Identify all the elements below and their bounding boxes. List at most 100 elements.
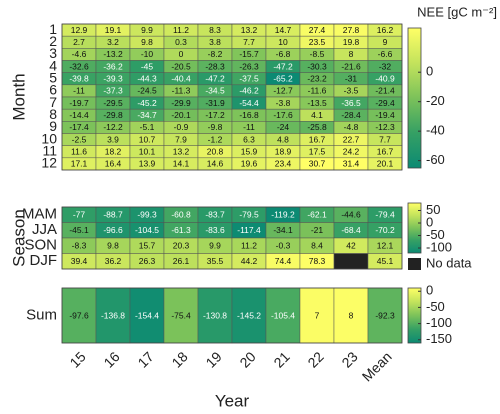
cell-label: -23.2 [307, 74, 327, 84]
cell-label: -96.6 [103, 225, 123, 235]
cell-label: 45.1 [377, 256, 394, 266]
cell-label: 3.8 [209, 37, 221, 47]
cell-label: -77 [73, 210, 86, 220]
row-label: JJA [32, 221, 57, 238]
cell-label: 42 [346, 241, 356, 251]
cell-label: 9.8 [107, 241, 119, 251]
colorbar-tick-label: -60 [426, 152, 445, 167]
cell-label: -13.5 [307, 98, 327, 108]
cell-label: -2.5 [72, 134, 87, 144]
no-data-swatch [408, 258, 421, 270]
cell-label: -24.5 [137, 86, 157, 96]
cell-label: 7 [315, 310, 320, 320]
x-tick-label: 23 [338, 348, 360, 370]
cell-label: -130.8 [203, 310, 227, 320]
cell-label: -3.8 [276, 98, 291, 108]
cell-label: -36.2 [103, 61, 123, 71]
colorbar-tick-label: -40 [426, 123, 445, 138]
x-tick-label: 22 [304, 348, 326, 370]
cell-label: -25.8 [307, 122, 327, 132]
cell-label: 8.4 [311, 241, 323, 251]
row-label: SON [24, 237, 57, 254]
cell-label: -92.3 [375, 310, 395, 320]
cell-label: 27.8 [343, 25, 360, 35]
cell-label: -40.4 [171, 74, 191, 84]
cell-label: -154.4 [135, 310, 159, 320]
cell-label: 36.2 [105, 256, 122, 266]
cell-label: -4.6 [72, 49, 87, 59]
cell-label: -17.2 [205, 110, 225, 120]
cell-label: -45 [141, 61, 154, 71]
colorbar-tick-label: 0 [426, 283, 433, 298]
cell-label: -26.3 [239, 61, 259, 71]
cell-label: -21.4 [375, 86, 395, 96]
heatmap-frame [61, 23, 403, 171]
cell-label: 8.3 [209, 25, 221, 35]
cell-label: -54.4 [239, 98, 259, 108]
cell-label: -31 [345, 74, 358, 84]
cell-label: -36.5 [341, 98, 361, 108]
heatmap-cell [197, 287, 233, 344]
cell-label: -6.6 [378, 49, 393, 59]
x-tick-label: 17 [134, 348, 156, 370]
cell-label: 0.3 [175, 37, 187, 47]
row-label: 3 [49, 45, 57, 61]
colorbar [407, 27, 422, 169]
cell-label: -15.7 [239, 49, 259, 59]
colorbar-tick-label: -20 [426, 93, 445, 108]
cell-label: -45.2 [137, 98, 157, 108]
cell-label: -8.3 [72, 241, 87, 251]
cell-label: 44.2 [241, 256, 258, 266]
cell-label: -5.1 [140, 122, 155, 132]
cell-label: 7.9 [175, 134, 187, 144]
cell-label: 15.7 [139, 241, 156, 251]
row-label: 12 [41, 155, 57, 171]
cell-label: -12.7 [273, 86, 293, 96]
cell-label: 6.3 [243, 134, 255, 144]
row-label: 10 [41, 130, 57, 146]
no-data-cell [333, 253, 369, 270]
heatmap-cell [129, 287, 165, 344]
cell-label: -11.3 [172, 86, 191, 96]
cell-label: -34.7 [137, 110, 157, 120]
row-label: Sum [26, 306, 57, 323]
heatmap-cell [163, 287, 199, 344]
colorbar-tick-label: -50 [426, 227, 445, 242]
cell-label: -79.5 [239, 210, 259, 220]
cell-label: 2.7 [73, 37, 85, 47]
cell-label: -12.3 [375, 122, 395, 132]
cell-label: 0 [179, 49, 184, 59]
cell-label: -97.6 [69, 310, 89, 320]
cell-label: -70.2 [375, 225, 395, 235]
cell-label: -29.4 [375, 98, 395, 108]
cell-label: 10.1 [139, 147, 156, 157]
cell-label: -145.2 [237, 310, 261, 320]
cell-label: -61.3 [171, 225, 191, 235]
colorbar-title: NEE [gC m⁻²] [417, 4, 497, 19]
cell-label: -0.3 [276, 241, 291, 251]
colorbar-tick-label: 50 [426, 202, 440, 217]
cell-label: 20.1 [377, 159, 394, 169]
cell-label: 12.1 [377, 241, 394, 251]
heatmap-cell [333, 287, 369, 344]
cell-label: -105.4 [271, 310, 295, 320]
x-tick-label: 20 [236, 348, 258, 370]
cell-label: -136.8 [101, 310, 125, 320]
cell-label: 35.5 [207, 256, 224, 266]
cell-label: -6.8 [276, 49, 291, 59]
cell-label: -119.2 [271, 210, 295, 220]
cell-label: -29.5 [103, 98, 123, 108]
cell-label: 14.6 [207, 159, 224, 169]
cell-label: -19.7 [69, 98, 89, 108]
colorbar [407, 202, 422, 254]
cell-label: -44.6 [341, 210, 361, 220]
cell-label: -28.4 [341, 110, 361, 120]
cell-label: 12.9 [71, 25, 88, 35]
cell-label: 78.3 [309, 256, 326, 266]
cell-label: -31.9 [205, 98, 225, 108]
cell-label: -47.2 [205, 74, 225, 84]
colorbar [407, 287, 422, 344]
cell-label: 19.8 [343, 37, 360, 47]
cell-label: -79.4 [375, 210, 395, 220]
cell-label: 26.1 [173, 256, 190, 266]
